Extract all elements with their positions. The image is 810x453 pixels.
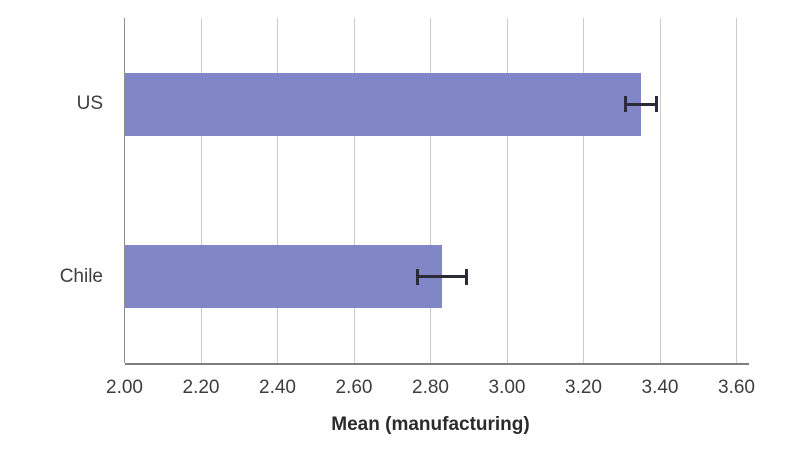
gridline <box>277 18 278 363</box>
x-tick-label: 2.60 <box>335 377 373 398</box>
gridline <box>353 18 355 363</box>
category-label-us: US <box>76 93 103 115</box>
error-bar-line <box>417 275 467 279</box>
gridline <box>200 18 202 363</box>
error-bar-cap-right <box>654 96 658 113</box>
gridline <box>506 18 508 363</box>
gridline <box>583 18 584 363</box>
x-axis-line <box>124 363 749 365</box>
bar-chile <box>124 245 442 309</box>
x-tick-label: 2.80 <box>412 377 449 398</box>
error-bar-line <box>625 102 657 106</box>
x-tick-label: 2.20 <box>182 377 220 398</box>
category-label-chile: Chile <box>59 265 103 287</box>
error-bar-cap-right <box>465 268 469 285</box>
bar-us <box>124 72 641 136</box>
gridline <box>736 18 737 363</box>
x-tick-label: 3.20 <box>565 377 602 398</box>
y-axis-line <box>124 18 125 363</box>
x-tick-label: 3.00 <box>488 377 526 398</box>
error-bar-cap-left <box>624 96 628 113</box>
error-bar-cap-left <box>415 268 419 285</box>
gridline <box>659 18 661 363</box>
x-tick-label: 2.40 <box>259 377 296 398</box>
x-tick-label: 2.00 <box>106 377 143 398</box>
gridline <box>430 18 431 363</box>
x-tick-label: 3.40 <box>641 377 679 398</box>
x-tick-label: 3.60 <box>718 377 755 398</box>
x-axis-title: Mean (manufacturing) <box>331 414 530 435</box>
